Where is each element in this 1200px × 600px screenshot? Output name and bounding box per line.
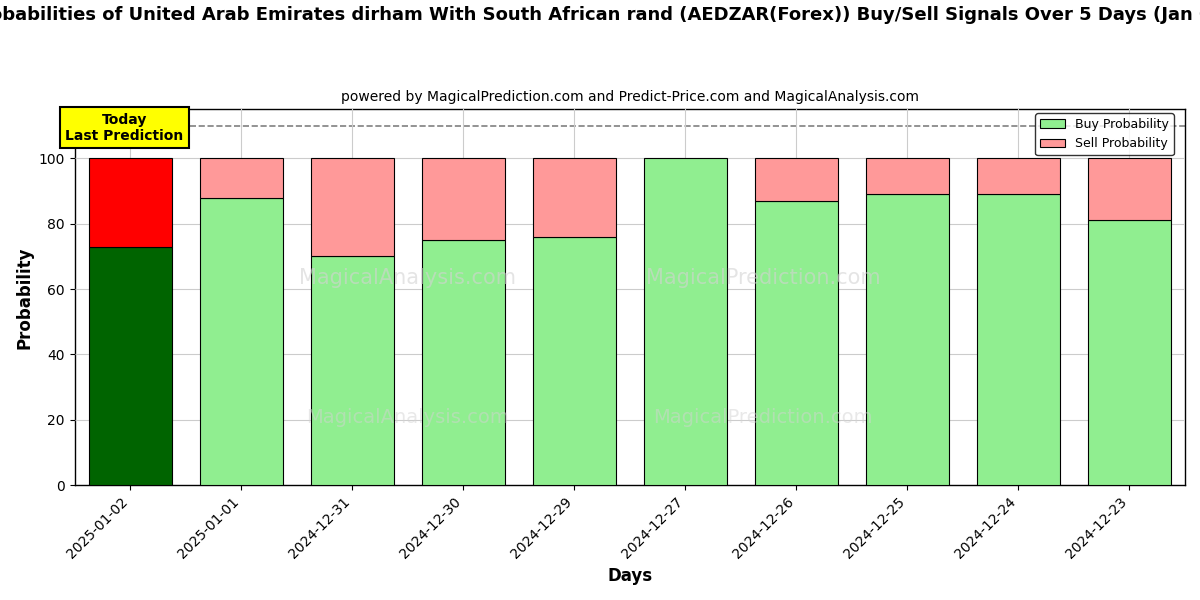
Bar [199, 197, 283, 485]
Bar [421, 158, 505, 240]
Y-axis label: Probability: Probability [16, 246, 34, 349]
Bar [1088, 158, 1171, 220]
Bar [755, 201, 838, 485]
Text: MagicalPrediction.com: MagicalPrediction.com [653, 408, 872, 427]
Bar [89, 158, 172, 247]
Bar [533, 237, 616, 485]
Bar [311, 158, 394, 256]
Bar [421, 240, 505, 485]
Bar [199, 158, 283, 197]
Bar [865, 158, 949, 194]
Text: MagicalPrediction.com: MagicalPrediction.com [646, 268, 881, 289]
Bar [977, 194, 1060, 485]
Bar [977, 158, 1060, 194]
Text: MagicalAnalysis.com: MagicalAnalysis.com [299, 268, 516, 289]
Text: Probabilities of United Arab Emirates dirham With South African rand (AEDZAR(For: Probabilities of United Arab Emirates di… [0, 6, 1200, 24]
Bar [89, 247, 172, 485]
Legend: Buy Probability, Sell Probability: Buy Probability, Sell Probability [1036, 113, 1174, 155]
Bar [755, 158, 838, 201]
Bar [1088, 220, 1171, 485]
Bar [865, 194, 949, 485]
Text: Today
Last Prediction: Today Last Prediction [66, 113, 184, 143]
Text: MagicalAnalysis.com: MagicalAnalysis.com [306, 408, 509, 427]
Bar [311, 256, 394, 485]
Bar [533, 158, 616, 237]
Bar [643, 158, 727, 485]
Title: powered by MagicalPrediction.com and Predict-Price.com and MagicalAnalysis.com: powered by MagicalPrediction.com and Pre… [341, 90, 919, 104]
X-axis label: Days: Days [607, 567, 653, 585]
